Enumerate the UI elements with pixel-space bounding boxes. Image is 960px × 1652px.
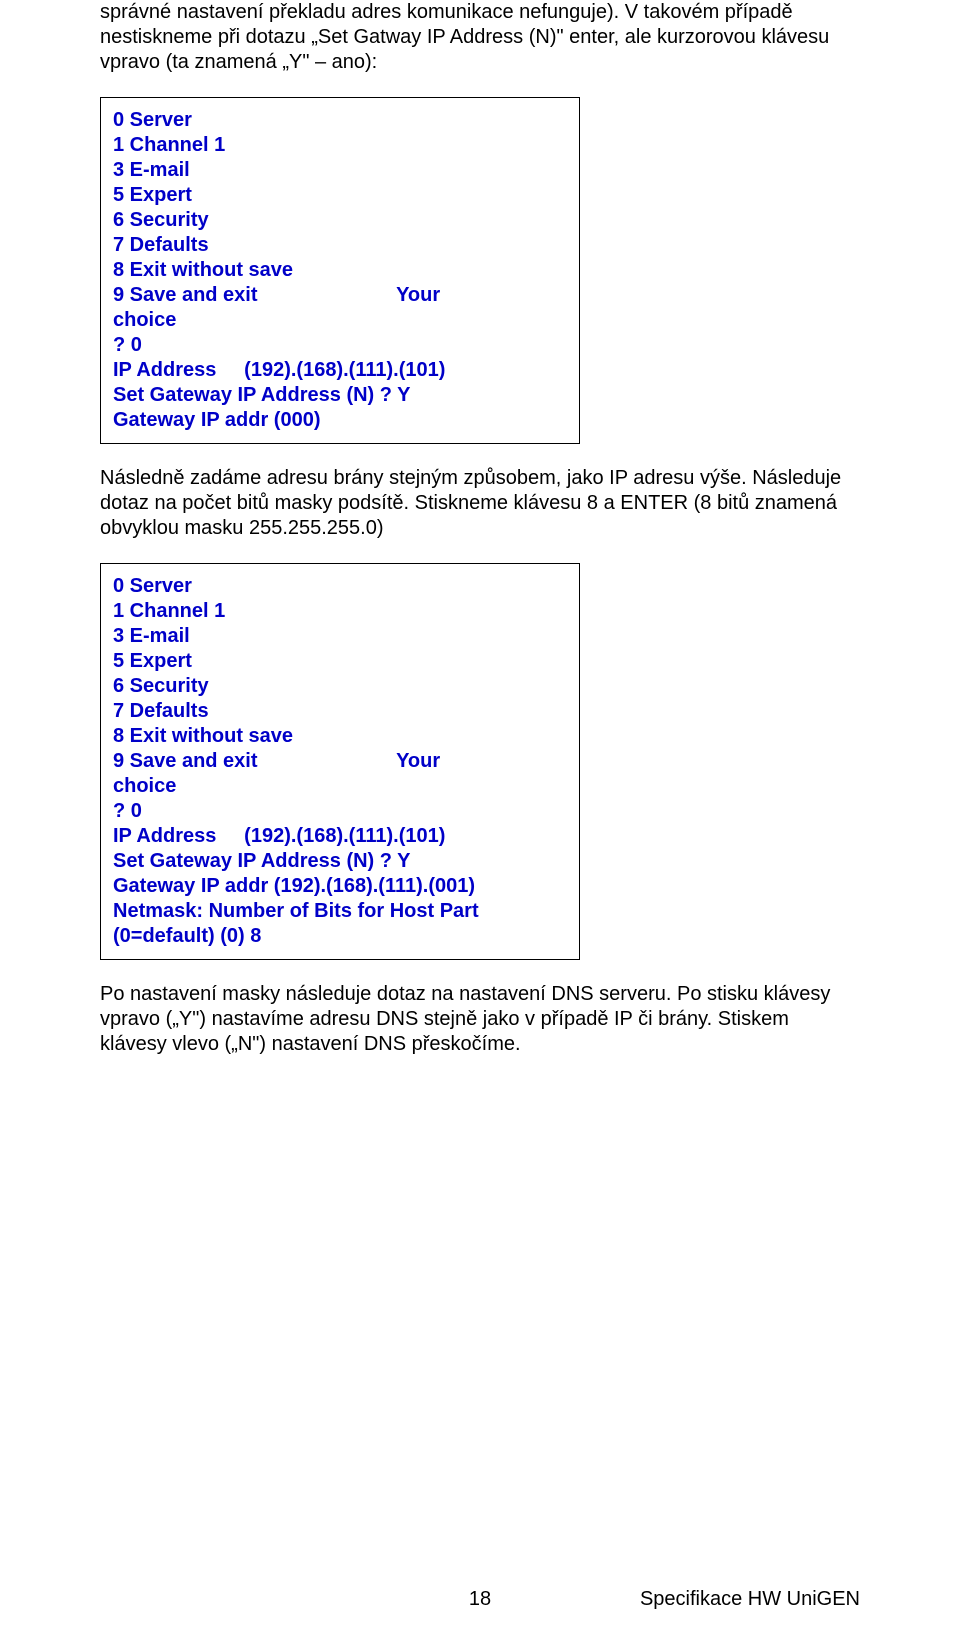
menu-line: 0 Server: [113, 108, 567, 133]
menu-line: 6 Security: [113, 208, 567, 233]
menu-line: 8 Exit without save: [113, 258, 567, 283]
menu-line: 7 Defaults: [113, 233, 567, 258]
menu-line: Gateway IP addr (000): [113, 408, 567, 433]
menu-line: Set Gateway IP Address (N) ? Y: [113, 383, 567, 408]
menu-line: (0=default) (0) 8: [113, 924, 567, 949]
terminal-box-1: 0 Server 1 Channel 1 3 E-mail 5 Expert 6…: [100, 97, 580, 444]
menu-line: 9 Save and exit Your: [113, 283, 567, 308]
menu-line: choice: [113, 308, 567, 333]
document-page: správné nastavení překladu adres komunik…: [0, 0, 960, 1652]
menu-line: 1 Channel 1: [113, 599, 567, 624]
paragraph-middle: Následně zadáme adresu brány stejným způ…: [100, 466, 860, 541]
menu-line: 3 E-mail: [113, 624, 567, 649]
menu-line: 8 Exit without save: [113, 724, 567, 749]
menu-line: ? 0: [113, 799, 567, 824]
page-number: 18: [100, 1587, 860, 1612]
menu-line: Netmask: Number of Bits for Host Part: [113, 899, 567, 924]
menu-line: 1 Channel 1: [113, 133, 567, 158]
menu-line: IP Address (192).(168).(111).(101): [113, 824, 567, 849]
menu-line: choice: [113, 774, 567, 799]
menu-line: Set Gateway IP Address (N) ? Y: [113, 849, 567, 874]
paragraph-intro: správné nastavení překladu adres komunik…: [100, 0, 860, 75]
menu-line: 9 Save and exit Your: [113, 749, 567, 774]
paragraph-end: Po nastavení masky následuje dotaz na na…: [100, 982, 860, 1057]
menu-line: 3 E-mail: [113, 158, 567, 183]
menu-line: ? 0: [113, 333, 567, 358]
menu-line: 5 Expert: [113, 649, 567, 674]
page-footer: 18 Specifikace HW UniGEN: [100, 1587, 860, 1612]
terminal-box-2: 0 Server 1 Channel 1 3 E-mail 5 Expert 6…: [100, 563, 580, 960]
menu-line: 7 Defaults: [113, 699, 567, 724]
menu-line: Gateway IP addr (192).(168).(111).(001): [113, 874, 567, 899]
menu-line: IP Address (192).(168).(111).(101): [113, 358, 567, 383]
menu-line: 5 Expert: [113, 183, 567, 208]
menu-line: 0 Server: [113, 574, 567, 599]
menu-line: 6 Security: [113, 674, 567, 699]
